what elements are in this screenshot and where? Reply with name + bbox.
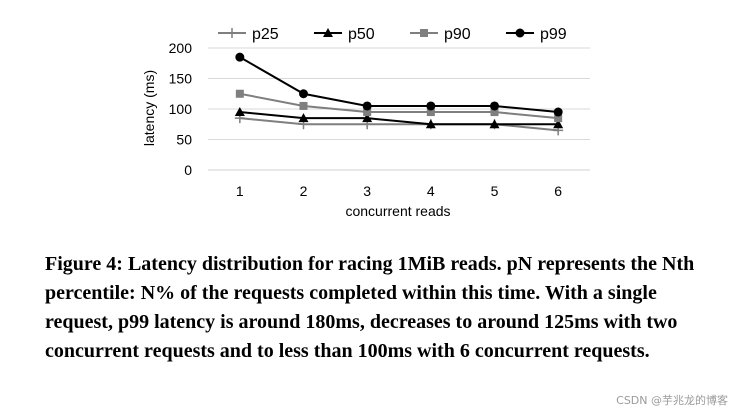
data-point-p90 (235, 89, 244, 98)
data-point-p90 (299, 101, 308, 110)
legend-label: p99 (540, 26, 567, 43)
data-point-p50 (425, 119, 436, 129)
data-point-p99 (299, 89, 308, 99)
latency-line-chart: 0 50 100 150 200 1 2 3 4 5 6 p25 p50 p90 p99 latency … (141, 26, 590, 219)
x-tick-label: 2 (300, 183, 308, 199)
data-point-p50 (298, 113, 309, 123)
legend-label: p50 (348, 26, 375, 43)
data-point-p50 (489, 119, 500, 129)
data-point-p90 (554, 114, 563, 123)
legend-item-p99: p99 (506, 26, 567, 43)
data-point-p50 (234, 107, 245, 117)
data-point-p50 (362, 113, 373, 123)
data-point-p99 (553, 107, 563, 117)
series-line-p25 (239, 117, 559, 132)
data-point-p99 (490, 101, 499, 111)
legend-item-p90: p90 (410, 26, 471, 43)
figure-caption: Figure 4: Latency distribution for racin… (45, 253, 695, 362)
legend-marker-p99 (515, 28, 525, 38)
x-tick-label: 6 (554, 183, 562, 199)
y-axis-label: latency (ms) (141, 70, 157, 146)
data-point-p90 (490, 108, 499, 117)
data-point-p90 (363, 108, 372, 117)
data-point-p99 (362, 101, 372, 111)
data-point-p90 (426, 108, 435, 117)
series-p50 (234, 107, 564, 129)
x-tick-label: 5 (491, 183, 499, 199)
legend-item-p25: p25 (218, 26, 279, 43)
x-tick-label: 1 (236, 183, 244, 199)
data-point-p99 (235, 52, 245, 62)
data-point-p99 (426, 101, 436, 111)
y-tick-label: 50 (176, 132, 192, 148)
series-line-p90 (239, 92, 559, 120)
watermark: CSDN @芋兆龙的博客 (616, 394, 728, 407)
legend-label: p25 (252, 26, 279, 43)
legend-marker-p90 (420, 29, 428, 37)
legend-marker-p50 (323, 28, 333, 37)
x-tick-label: 4 (427, 183, 435, 199)
data-point-p50 (553, 119, 564, 129)
y-tick-label: 0 (184, 162, 192, 178)
y-tick-label: 100 (169, 101, 193, 117)
legend-label: p90 (444, 26, 471, 43)
y-tick-label: 200 (169, 40, 193, 56)
series-line-p50 (239, 111, 559, 126)
legend-marker-p25 (227, 28, 237, 38)
y-tick-label: 150 (169, 71, 193, 87)
x-axis-label: concurrent reads (345, 203, 450, 219)
series-line-p99 (239, 56, 559, 114)
series-p99 (235, 52, 563, 117)
x-tick-label: 3 (363, 183, 371, 199)
legend-item-p50: p50 (314, 26, 375, 43)
series-p90 (235, 89, 563, 123)
